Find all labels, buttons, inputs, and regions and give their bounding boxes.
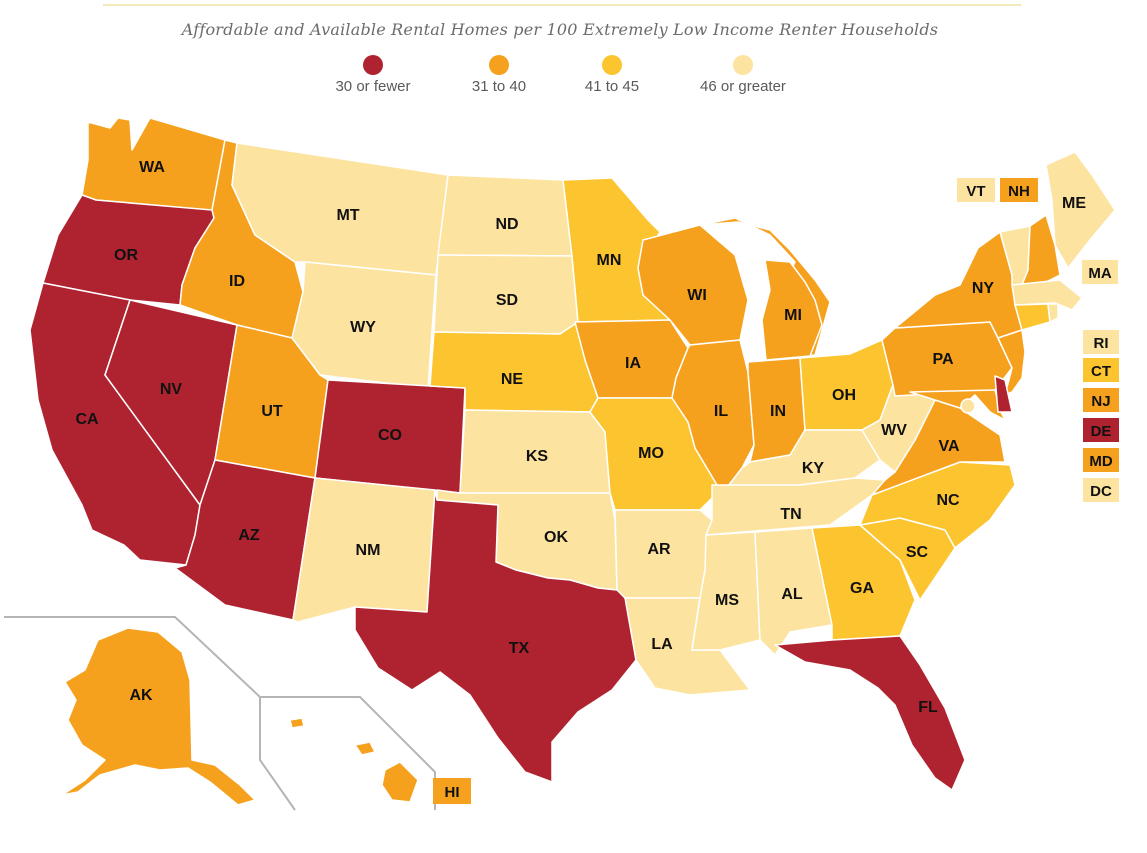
label-OK: OK (544, 529, 568, 546)
label-RI: RI (1094, 335, 1109, 352)
box-labels: VT NH MA RI CT NJ DE MD DC HI (445, 183, 1113, 801)
label-ND: ND (495, 216, 518, 233)
label-TX: TX (509, 640, 530, 657)
label-UT: UT (261, 403, 283, 420)
label-MT: MT (336, 207, 359, 224)
label-WA: WA (139, 159, 165, 176)
label-ID: ID (229, 273, 245, 290)
label-FL: FL (918, 699, 938, 716)
label-MS: MS (715, 592, 739, 609)
label-NM: NM (356, 542, 381, 559)
map-title: Affordable and Available Rental Homes pe… (181, 20, 939, 39)
state-NH[interactable] (1021, 214, 1061, 286)
label-AZ: AZ (238, 527, 260, 544)
state-DE[interactable] (994, 375, 1013, 413)
state-CT[interactable] (1014, 303, 1051, 331)
legend-swatch (489, 55, 509, 75)
top-divider (103, 4, 1021, 6)
legend-label: 30 or fewer (335, 78, 411, 95)
state-NY[interactable] (894, 231, 1023, 339)
label-DC: DC (1090, 483, 1112, 500)
state-MI2[interactable] (761, 259, 823, 361)
legend-swatch (602, 55, 622, 75)
state-RI[interactable] (1047, 303, 1059, 323)
legend-item-31-to-40: 31 to 40 (424, 55, 574, 95)
label-GA: GA (850, 580, 874, 597)
label-NH: NH (1008, 183, 1030, 200)
label-KS: KS (526, 448, 549, 465)
label-MA: MA (1088, 265, 1111, 282)
legend-item-30-or-fewer: 30 or fewer (298, 55, 448, 95)
state-HI[interactable] (381, 761, 419, 803)
state-labels: WA OR CA NV ID MT WY UT AZ CO NM ND SD N… (75, 159, 1086, 716)
legend-label: 31 to 40 (471, 78, 527, 95)
label-MO: MO (638, 445, 664, 462)
label-HI: HI (445, 784, 460, 801)
label-CT: CT (1091, 363, 1111, 380)
label-MN: MN (597, 252, 622, 269)
label-OH: OH (832, 387, 856, 404)
label-WY: WY (350, 319, 376, 336)
label-PA: PA (932, 351, 953, 368)
box-DE[interactable] (1083, 418, 1119, 442)
label-IA: IA (625, 355, 641, 372)
label-IN: IN (770, 403, 786, 420)
label-LA: LA (651, 636, 673, 653)
state-DC[interactable] (960, 398, 976, 414)
label-CO: CO (378, 427, 402, 444)
label-VA: VA (938, 438, 959, 455)
label-KY: KY (802, 460, 825, 477)
legend-label: 41 to 45 (584, 78, 640, 95)
legend-swatch (363, 55, 383, 75)
state-HI3[interactable] (289, 717, 305, 729)
label-VT: VT (966, 183, 985, 200)
box-MD[interactable] (1083, 448, 1119, 472)
box-NJ[interactable] (1083, 388, 1119, 412)
box-CT[interactable] (1083, 358, 1119, 382)
label-SD: SD (496, 292, 518, 309)
label-TN: TN (780, 506, 801, 523)
state-NJ[interactable] (997, 329, 1026, 396)
label-IL: IL (714, 403, 728, 420)
label-WI: WI (687, 287, 707, 304)
label-OR: OR (114, 247, 138, 264)
label-WV: WV (881, 422, 907, 439)
legend-swatch (733, 55, 753, 75)
box-HI[interactable] (433, 778, 471, 804)
legend-item-41-to-45: 41 to 45 (537, 55, 687, 95)
label-NY: NY (972, 280, 995, 297)
legend-item-46-or-greater: 46 or greater (668, 55, 818, 95)
label-NC: NC (936, 492, 960, 509)
state-HI2[interactable] (354, 741, 376, 756)
label-SC: SC (906, 544, 929, 561)
state-AK[interactable] (61, 627, 256, 806)
label-AK: AK (129, 687, 153, 704)
label-NV: NV (160, 381, 183, 398)
small-state-boxes (433, 178, 1119, 804)
state-FL[interactable] (774, 635, 966, 791)
box-NH[interactable] (1000, 178, 1038, 202)
box-DC[interactable] (1083, 478, 1119, 502)
label-DE: DE (1091, 423, 1112, 440)
label-ME: ME (1062, 195, 1086, 212)
label-MI: MI (784, 307, 802, 324)
box-VT[interactable] (957, 178, 995, 202)
state-NC[interactable] (859, 461, 1016, 549)
label-AR: AR (647, 541, 671, 558)
state-TX[interactable] (354, 489, 637, 783)
label-AL: AL (781, 586, 803, 603)
label-MD: MD (1089, 453, 1112, 470)
box-MA[interactable] (1082, 260, 1118, 284)
legend-label: 46 or greater (700, 78, 786, 95)
label-NJ: NJ (1091, 393, 1110, 410)
label-NE: NE (501, 371, 524, 388)
state-ME[interactable] (1045, 151, 1116, 269)
box-RI[interactable] (1083, 330, 1119, 354)
label-CA: CA (75, 411, 99, 428)
